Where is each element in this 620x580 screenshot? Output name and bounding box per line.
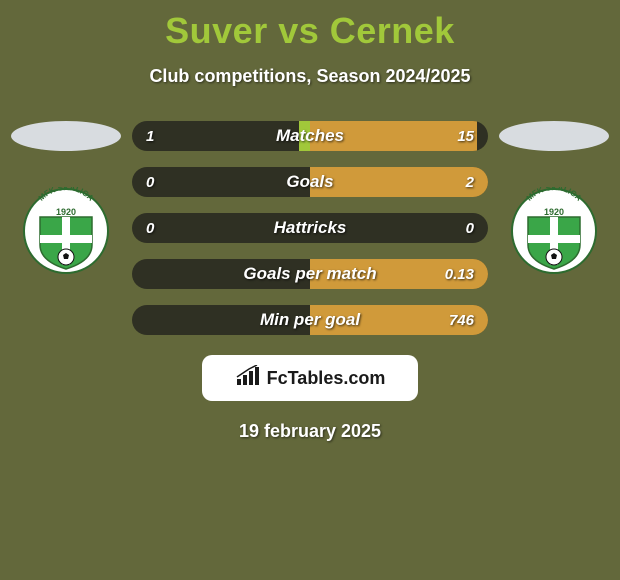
stat-bar: Matches1 15 [132,121,488,151]
stat-label: Matches [132,121,488,151]
left-player-oval [11,121,121,151]
stat-value-left [132,305,160,335]
stat-bars: Matches115Goals02Hattricks00Goals per ma… [126,121,494,335]
stat-value-left: 0 [132,167,168,197]
stat-bar: Goals per match0.13 [132,259,488,289]
stat-value-right: 0.13 [431,259,488,289]
svg-text:1920: 1920 [544,207,564,217]
right-player-col: MFK SKALICA 1920 [494,121,614,275]
branding-text: FcTables.com [267,368,386,389]
left-club-badge: MFK SKALICA 1920 [16,187,116,275]
stat-value-right: 0 [452,213,488,243]
branding-box: FcTables.com [202,355,418,401]
page-title: Suver vs Cernek [0,0,620,52]
stat-value-right: 2 [452,167,488,197]
stat-value-left: 1 [132,121,168,151]
branding-chart-icon [235,365,261,392]
stat-value-left: 0 [132,213,168,243]
stat-label: Goals [132,167,488,197]
right-club-badge: MFK SKALICA 1920 [504,187,604,275]
stat-label: Hattricks [132,213,488,243]
stat-value-right: 15 [443,121,488,151]
right-player-oval [499,121,609,151]
stat-bar: Hattricks0 0 [132,213,488,243]
stat-bar: Goals0 2 [132,167,488,197]
main-row: MFK SKALICA 1920 Matches115Goals02Hattri… [0,121,620,335]
svg-text:1920: 1920 [56,207,76,217]
stat-value-left [132,259,160,289]
stat-bar: Min per goal746 [132,305,488,335]
footer-date: 19 february 2025 [0,421,620,442]
page-subtitle: Club competitions, Season 2024/2025 [0,66,620,87]
stat-value-right: 746 [435,305,488,335]
left-player-col: MFK SKALICA 1920 [6,121,126,275]
